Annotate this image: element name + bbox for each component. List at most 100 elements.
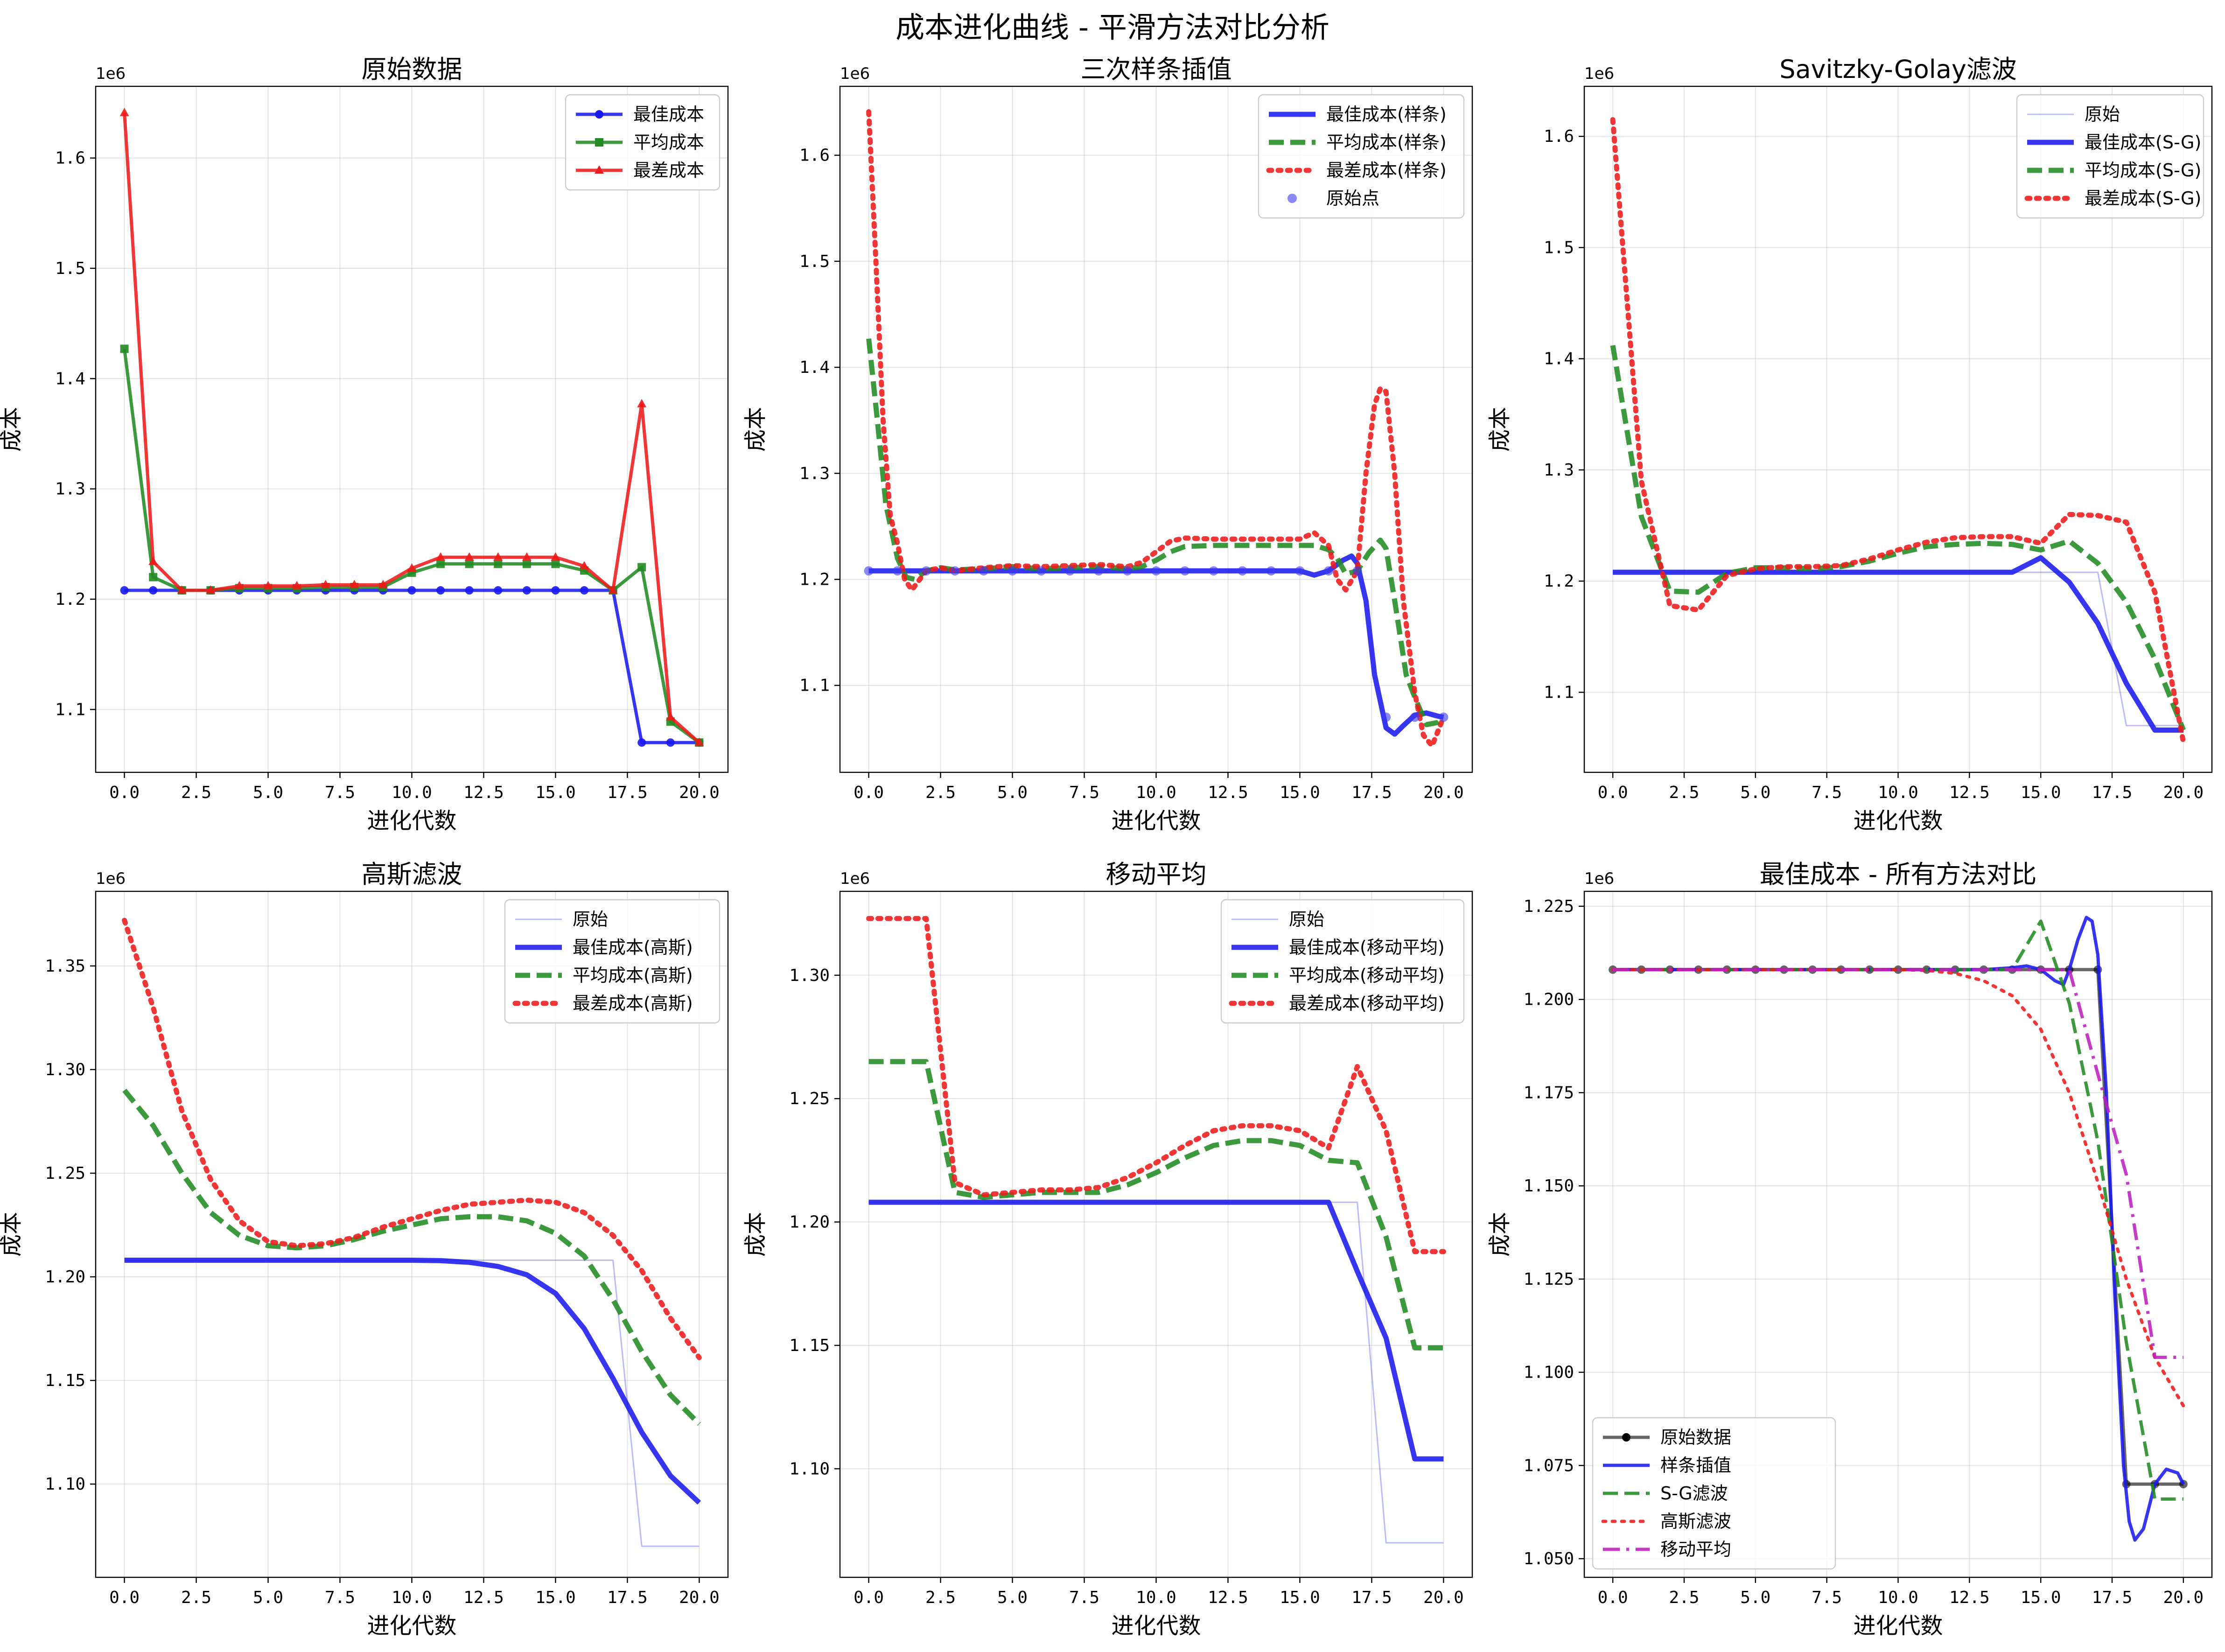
plot-area [866, 916, 1446, 1544]
y-tick-label: 1.3 [1544, 461, 1574, 480]
y-tick-label: 1.100 [1524, 1363, 1574, 1382]
y-tick-label: 1.5 [1544, 238, 1574, 257]
x-tick-label: 17.5 [607, 783, 648, 802]
x-tick-label: 10.0 [1878, 783, 1918, 802]
y-axis-label: 成本 [1487, 1212, 1513, 1257]
x-axis-label: 进化代数 [1111, 808, 1201, 834]
series-3-point [580, 561, 589, 570]
legend-label: 最佳成本(S-G) [2085, 132, 2201, 153]
panel-title: Savitzky-Golay滤波 [1779, 55, 2017, 84]
y-tick-label: 1.225 [1524, 897, 1574, 916]
series-3-point [608, 585, 618, 594]
series-3-point [321, 580, 330, 588]
panel-2: 0.0 2.5 5.0 7.5 10.0 12.5 15.0 17.5 20.0 1.1 1.2 1.… [742, 55, 1473, 834]
y-tick-label: 1.125 [1524, 1270, 1574, 1289]
original-point [950, 566, 960, 576]
original-point [1036, 566, 1046, 576]
x-tick-label: 15.0 [2021, 1588, 2061, 1607]
y-tick-label: 1.30 [789, 966, 830, 985]
x-tick-label: 2.5 [925, 1588, 956, 1607]
y-tick-label: 1.175 [1524, 1083, 1574, 1102]
x-tick-label: 0.0 [1598, 1588, 1628, 1607]
x-tick-label: 5.0 [997, 783, 1028, 802]
x-tick-label: 10.0 [392, 1588, 432, 1607]
y-tick-label: 1.3 [55, 480, 85, 499]
original-point [864, 566, 874, 576]
x-tick-label: 2.5 [181, 1588, 211, 1607]
series-2-point [120, 344, 129, 353]
y-tick-label: 1.2 [1544, 572, 1574, 591]
x-axis-label: 进化代数 [367, 1613, 456, 1639]
series-1-point [436, 586, 445, 595]
axis-offset-text: 1e6 [840, 869, 870, 888]
series-3-point [464, 552, 474, 561]
legend-box [565, 94, 721, 191]
y-tick-label: 1.4 [55, 369, 85, 388]
y-tick-label: 1.200 [1524, 990, 1574, 1009]
legend-box [1258, 94, 1465, 219]
series-3-point [177, 585, 187, 594]
y-axis-label: 成本 [1487, 407, 1513, 452]
panel-title: 三次样条插值 [1081, 55, 1232, 84]
y-tick-label: 1.050 [1524, 1549, 1574, 1568]
x-tick-label: 20.0 [2163, 1588, 2204, 1607]
series-3-point [350, 580, 359, 588]
original-point [1122, 566, 1132, 576]
x-tick-label: 12.5 [1208, 1588, 1248, 1607]
y-tick-label: 1.5 [799, 252, 830, 271]
axis-offset-text: 1e6 [840, 64, 870, 83]
x-axis-label: 进化代数 [1111, 1613, 1201, 1639]
series-3-point [665, 712, 675, 721]
series-3-point [493, 552, 503, 561]
y-axis-label: 成本 [0, 1212, 24, 1257]
legend-label: 平均成本(S-G) [2085, 160, 2201, 181]
series-2-point [522, 560, 531, 568]
x-tick-label: 10.0 [1136, 1588, 1176, 1607]
series-3-point [119, 107, 129, 116]
legend-label: 最佳成本 [633, 104, 704, 125]
y-tick-label: 1.1 [1544, 683, 1574, 702]
y-tick-label: 1.35 [45, 957, 85, 976]
original-point [1439, 712, 1448, 722]
series-3-point [235, 581, 244, 589]
x-tick-label: 7.5 [1812, 783, 1842, 802]
y-tick-label: 1.20 [789, 1213, 830, 1232]
legend-label: 原始点 [1326, 188, 1379, 209]
x-axis-label: 进化代数 [1853, 1613, 1943, 1639]
x-tick-label: 7.5 [325, 783, 355, 802]
original-point [1324, 566, 1334, 576]
y-tick-label: 1.6 [55, 149, 85, 168]
y-tick-label: 1.20 [45, 1267, 85, 1287]
x-tick-label: 17.5 [2092, 783, 2133, 802]
x-tick-label: 5.0 [253, 783, 283, 802]
y-tick-label: 1.15 [789, 1336, 830, 1355]
plot-area [1609, 916, 2188, 1542]
legend-marker [1622, 1433, 1630, 1442]
figure-title: 成本进化曲线 - 平滑方法对比分析 [896, 10, 1329, 44]
x-tick-label: 15.0 [1280, 1588, 1320, 1607]
series-1-point [666, 738, 675, 747]
x-tick-label: 7.5 [1069, 783, 1099, 802]
original-point [1008, 566, 1017, 576]
y-tick-label: 1.075 [1524, 1456, 1574, 1475]
y-tick-label: 1.10 [789, 1459, 830, 1478]
series-line-2 [124, 1258, 701, 1505]
y-tick-label: 1.4 [799, 358, 830, 377]
y-tick-label: 1.4 [1544, 350, 1574, 369]
series-2-point [494, 560, 503, 568]
legend-label: 移动平均 [1660, 1539, 1731, 1560]
axis-offset-text: 1e6 [96, 869, 126, 888]
legend-swatch [1287, 194, 1297, 203]
series-2-point [436, 560, 445, 568]
x-tick-label: 10.0 [1878, 1588, 1918, 1607]
legend-label: 高斯滤波 [1660, 1511, 1731, 1532]
panel-5: 0.0 2.5 5.0 7.5 10.0 12.5 15.0 17.5 20.0 1.10 1.15… [742, 860, 1473, 1639]
x-axis-label: 进化代数 [367, 808, 456, 834]
x-tick-label: 17.5 [607, 1588, 648, 1607]
x-tick-label: 12.5 [463, 1588, 504, 1607]
original-point [1238, 566, 1247, 576]
y-tick-label: 1.6 [799, 146, 830, 165]
